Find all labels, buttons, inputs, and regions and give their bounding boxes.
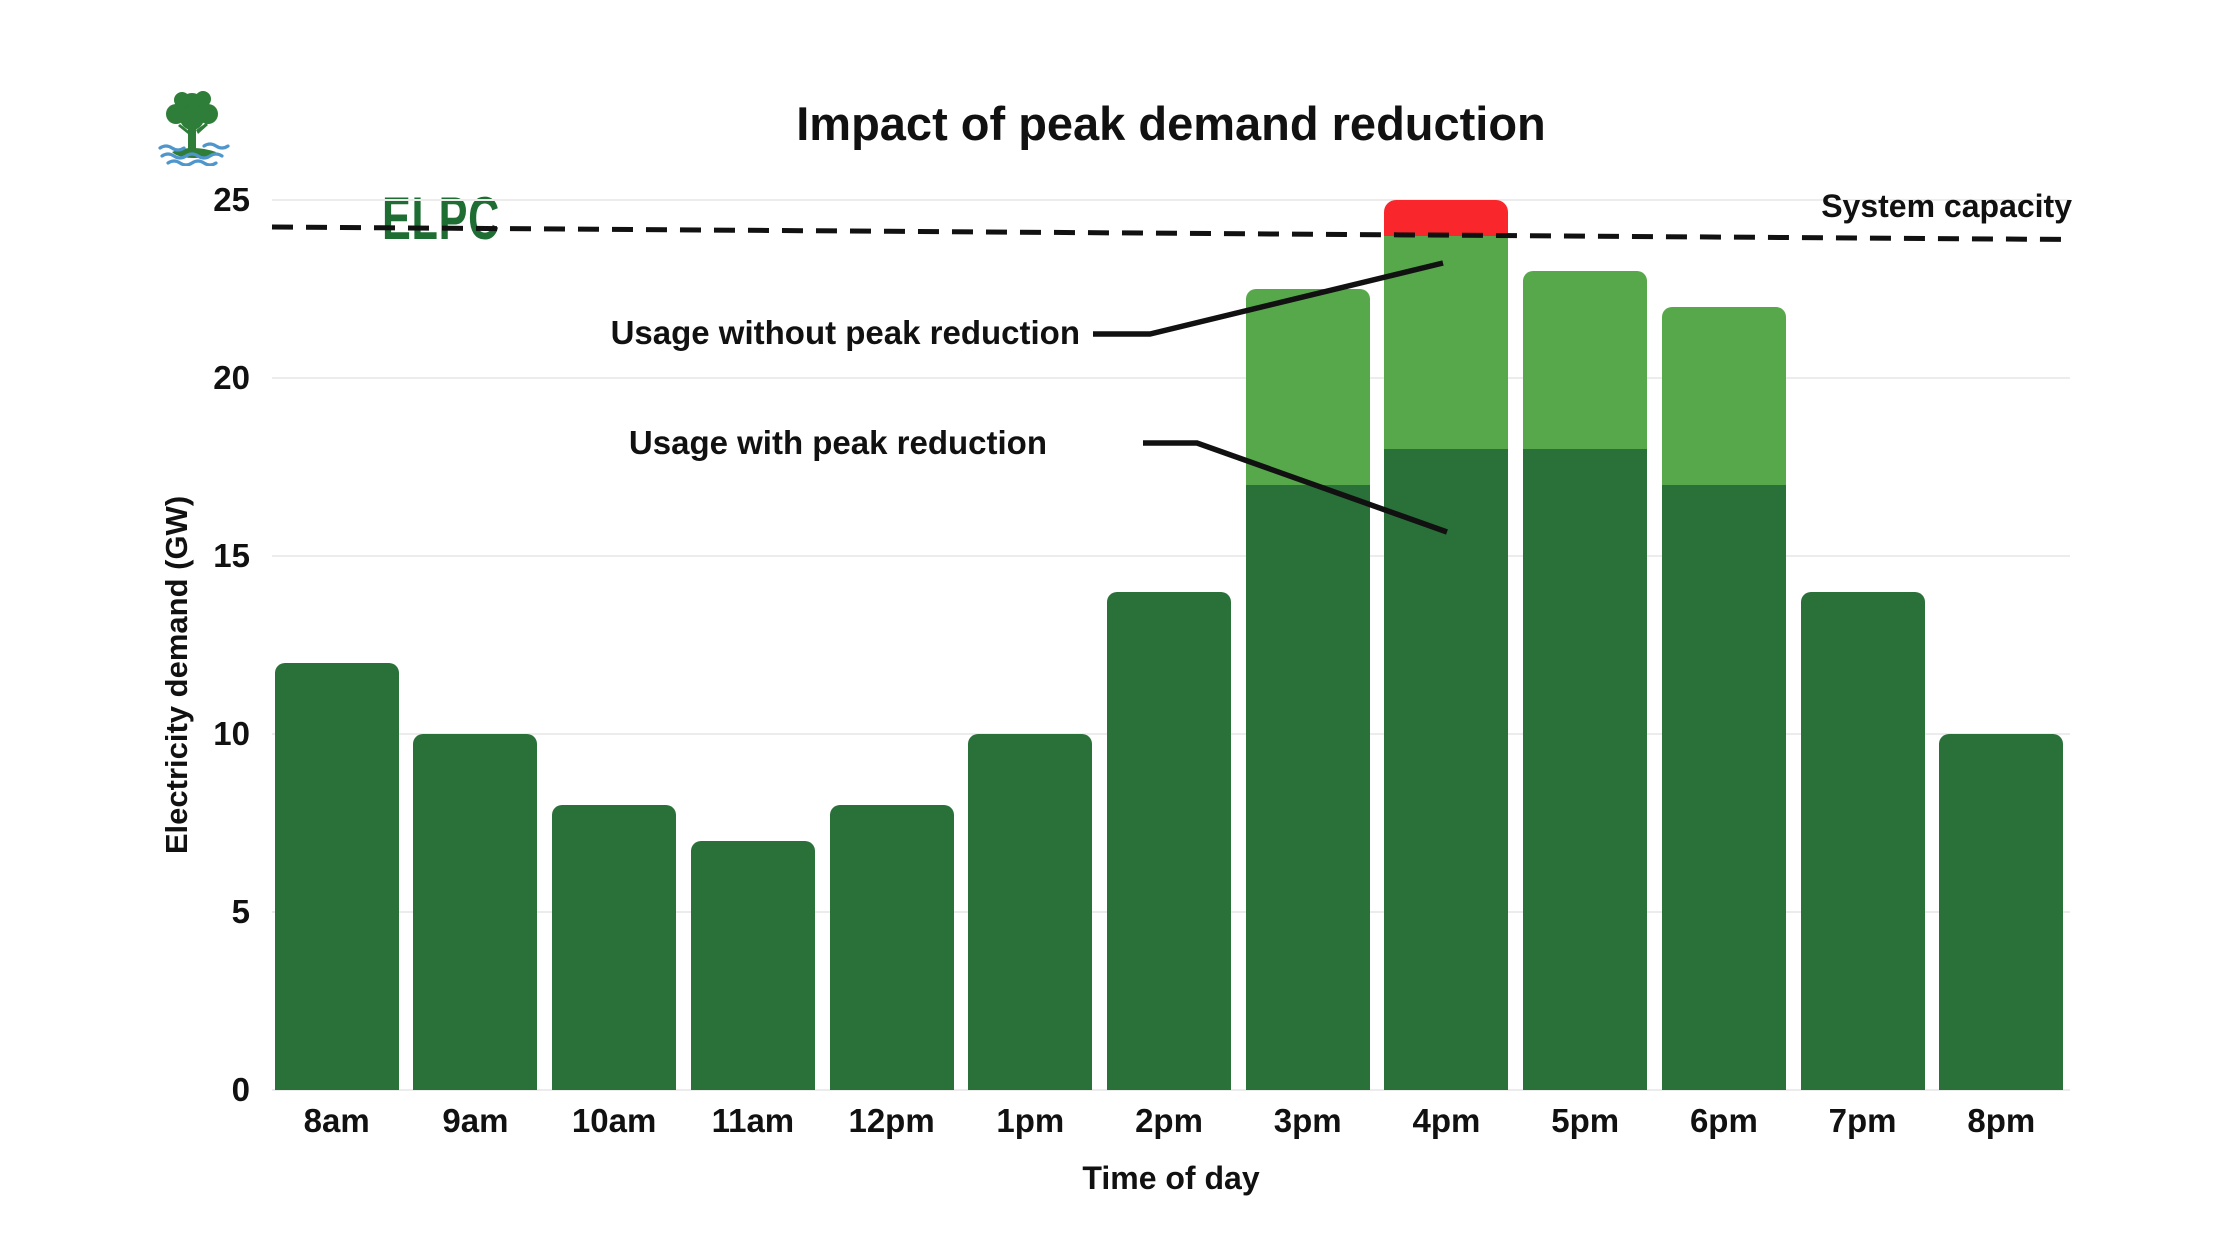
annotation-usage-without: Usage without peak reduction xyxy=(610,314,1080,351)
bar-with-reduction xyxy=(1245,484,1370,1090)
bar-with-reduction xyxy=(1384,449,1509,1090)
gridline-20 xyxy=(272,377,2070,379)
x-tick-label: 11am xyxy=(711,1102,795,1139)
x-axis-title: Time of day xyxy=(1082,1160,1260,1196)
y-tick-label: 20 xyxy=(213,359,250,396)
x-tick-label: 5pm xyxy=(1551,1102,1620,1139)
y-tick-label: 5 xyxy=(231,893,250,930)
bar-with-reduction xyxy=(1661,484,1786,1090)
bar-with-reduction xyxy=(1800,591,1925,1090)
x-tick-label: 7pm xyxy=(1828,1102,1897,1139)
tree-icon xyxy=(158,91,230,166)
x-tick-label: 9am xyxy=(442,1102,509,1139)
x-tick-label: 2pm xyxy=(1135,1102,1203,1139)
annotation-usage-with: Usage with peak reduction xyxy=(628,424,1047,461)
x-tick-label: 8am xyxy=(303,1102,370,1139)
logo-group: ELPC xyxy=(158,86,499,249)
bar-with-reduction xyxy=(552,805,677,1090)
y-tick-label: 25 xyxy=(213,181,250,218)
bar-without-reduction xyxy=(1661,306,1786,485)
x-tick-label: 3pm xyxy=(1273,1102,1342,1139)
x-tick-label: 6pm xyxy=(1689,1102,1758,1139)
bar-with-reduction xyxy=(1523,449,1648,1090)
bar-without-reduction xyxy=(1245,289,1370,485)
system-capacity-label: System capacity xyxy=(1821,188,2072,224)
logo-wordmark: ELPC xyxy=(382,185,501,252)
y-axis-title: Electricity demand (GW) xyxy=(159,495,194,855)
bar-with-reduction xyxy=(690,840,815,1090)
bar-without-reduction xyxy=(1523,271,1648,450)
leader-line-with xyxy=(1143,440,1448,535)
y-tick-label: 15 xyxy=(213,537,250,574)
bar-over-capacity xyxy=(1384,200,1509,236)
x-tick-label: 8pm xyxy=(1967,1102,2036,1139)
bar-with-reduction xyxy=(274,662,399,1090)
x-tick-label: 12pm xyxy=(848,1102,935,1139)
gridline-15 xyxy=(272,555,2070,557)
bar-with-reduction xyxy=(829,805,954,1090)
x-tick-label: 10am xyxy=(571,1102,657,1139)
gridline-25 xyxy=(272,199,2070,201)
bar-with-reduction xyxy=(413,734,538,1090)
gridline-0 xyxy=(272,1089,2070,1091)
system-capacity-line xyxy=(271,224,2071,242)
bar-with-reduction xyxy=(1107,591,1232,1090)
y-tick-label: 10 xyxy=(213,715,250,752)
x-tick-label: 4pm xyxy=(1412,1102,1481,1139)
x-tick-label: 1pm xyxy=(996,1102,1065,1139)
chart-title: Impact of peak demand reduction xyxy=(796,97,1546,150)
leader-line-without xyxy=(1093,260,1444,337)
y-tick-label: 0 xyxy=(231,1071,250,1108)
bar-with-reduction xyxy=(1939,734,2064,1090)
bar-with-reduction xyxy=(968,734,1093,1090)
